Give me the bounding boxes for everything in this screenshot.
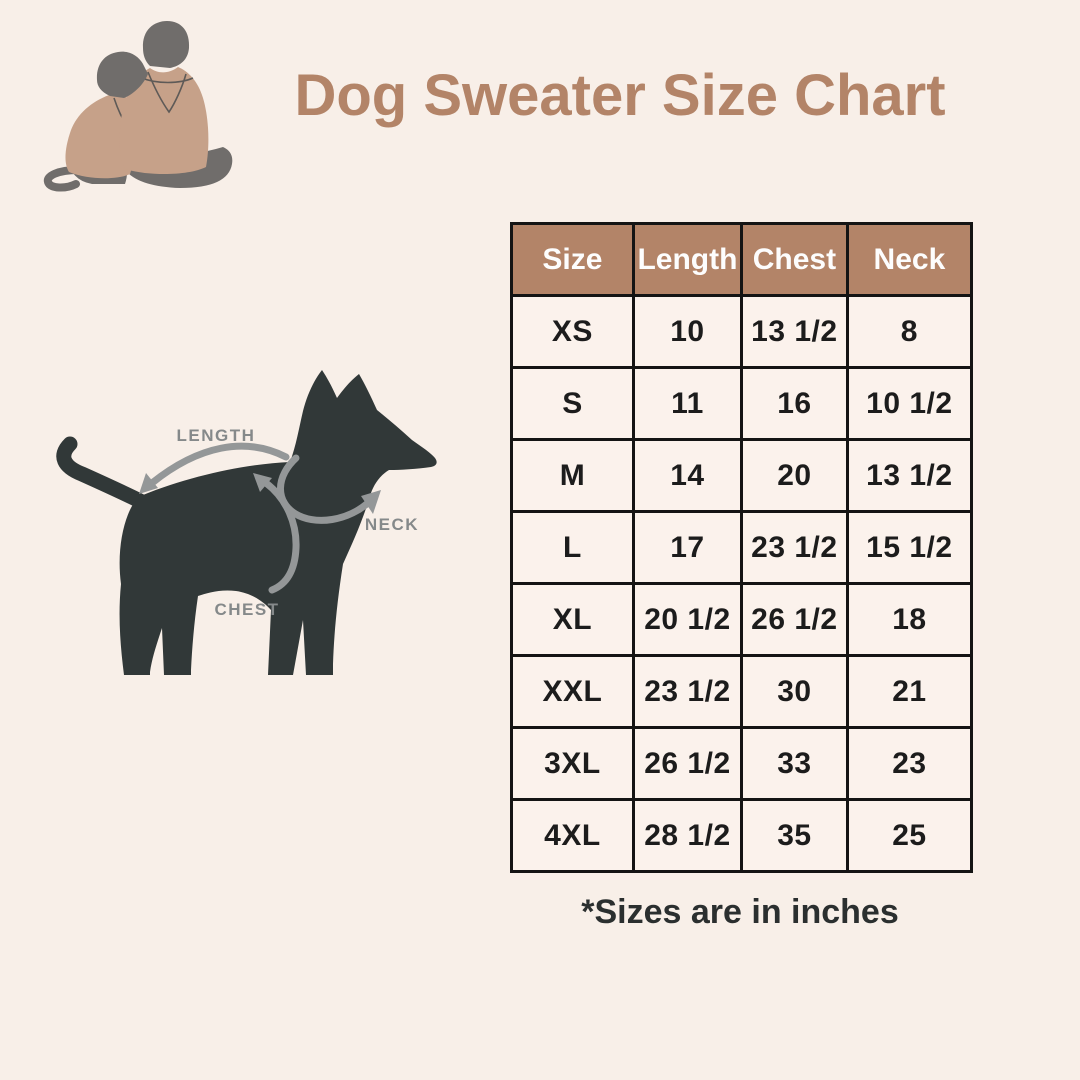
logo-person-head-icon [142,21,190,68]
cell-length: 11 [631,366,743,441]
length-label: LENGTH [177,426,256,445]
cell-length: 26 1/2 [631,726,743,801]
column-header-neck: Neck [845,222,974,297]
cell-chest: 20 [739,438,849,513]
cell-size: 3XL [510,726,635,801]
dog-silhouette-icon [119,370,437,675]
cell-size: M [510,438,635,513]
cell-size: XL [510,582,635,657]
cell-neck: 8 [845,294,974,369]
cell-chest: 13 1/2 [739,294,849,369]
cell-neck: 21 [845,654,974,729]
cell-length: 10 [631,294,743,369]
neck-arrow [276,454,381,524]
cell-size: XS [510,294,635,369]
chest-label: CHEST [214,600,279,619]
table-header-row: Size Length Chest Neck [510,222,974,297]
cell-size: XXL [510,654,635,729]
cell-neck: 15 1/2 [845,510,974,585]
table-row: 4XL 28 1/2 35 25 [510,798,974,873]
table-row: XS 10 13 1/2 8 [510,294,974,369]
column-header-chest: Chest [739,222,849,297]
cell-neck: 23 [845,726,974,801]
cell-length: 23 1/2 [631,654,743,729]
logo-person-hoodie-icon [119,67,209,175]
cell-chest: 33 [739,726,849,801]
cell-chest: 23 1/2 [739,510,849,585]
chest-arrow [253,473,300,594]
cell-neck: 10 1/2 [845,366,974,441]
size-chart-table: Size Length Chest Neck XS 10 13 1/2 8 S … [510,222,974,873]
logo-dog-head-icon [96,51,148,98]
logo-dog-hoodie-icon [65,92,137,179]
cell-chest: 35 [739,798,849,873]
cell-size: L [510,510,635,585]
cell-length: 14 [631,438,743,513]
logo-dog-tail-icon [43,166,82,192]
column-header-length: Length [631,222,743,297]
table-row: M 14 20 13 1/2 [510,438,974,513]
cell-length: 28 1/2 [631,798,743,873]
logo-person-hood-seam [141,71,194,114]
cell-chest: 16 [739,366,849,441]
dog-and-owner-logo [43,21,233,192]
cell-length: 17 [631,510,743,585]
cell-size: S [510,366,635,441]
cell-chest: 30 [739,654,849,729]
table-row: S 11 16 10 1/2 [510,366,974,441]
table-row: 3XL 26 1/2 33 23 [510,726,974,801]
cell-neck: 18 [845,582,974,657]
dog-measurement-diagram: LENGTH NECK CHEST [56,370,437,675]
cell-length: 20 1/2 [631,582,743,657]
cell-size: 4XL [510,798,635,873]
page-title: Dog Sweater Size Chart [294,63,946,128]
neck-label: NECK [365,515,419,534]
cell-neck: 25 [845,798,974,873]
length-arrow [139,442,290,494]
cell-neck: 13 1/2 [845,438,974,513]
column-header-size: Size [510,222,635,297]
table-row: XXL 23 1/2 30 21 [510,654,974,729]
dog-tail-icon [56,436,148,509]
table-row: L 17 23 1/2 15 1/2 [510,510,974,585]
sizes-note: *Sizes are in inches [581,893,899,931]
cell-chest: 26 1/2 [739,582,849,657]
table-row: XL 20 1/2 26 1/2 18 [510,582,974,657]
